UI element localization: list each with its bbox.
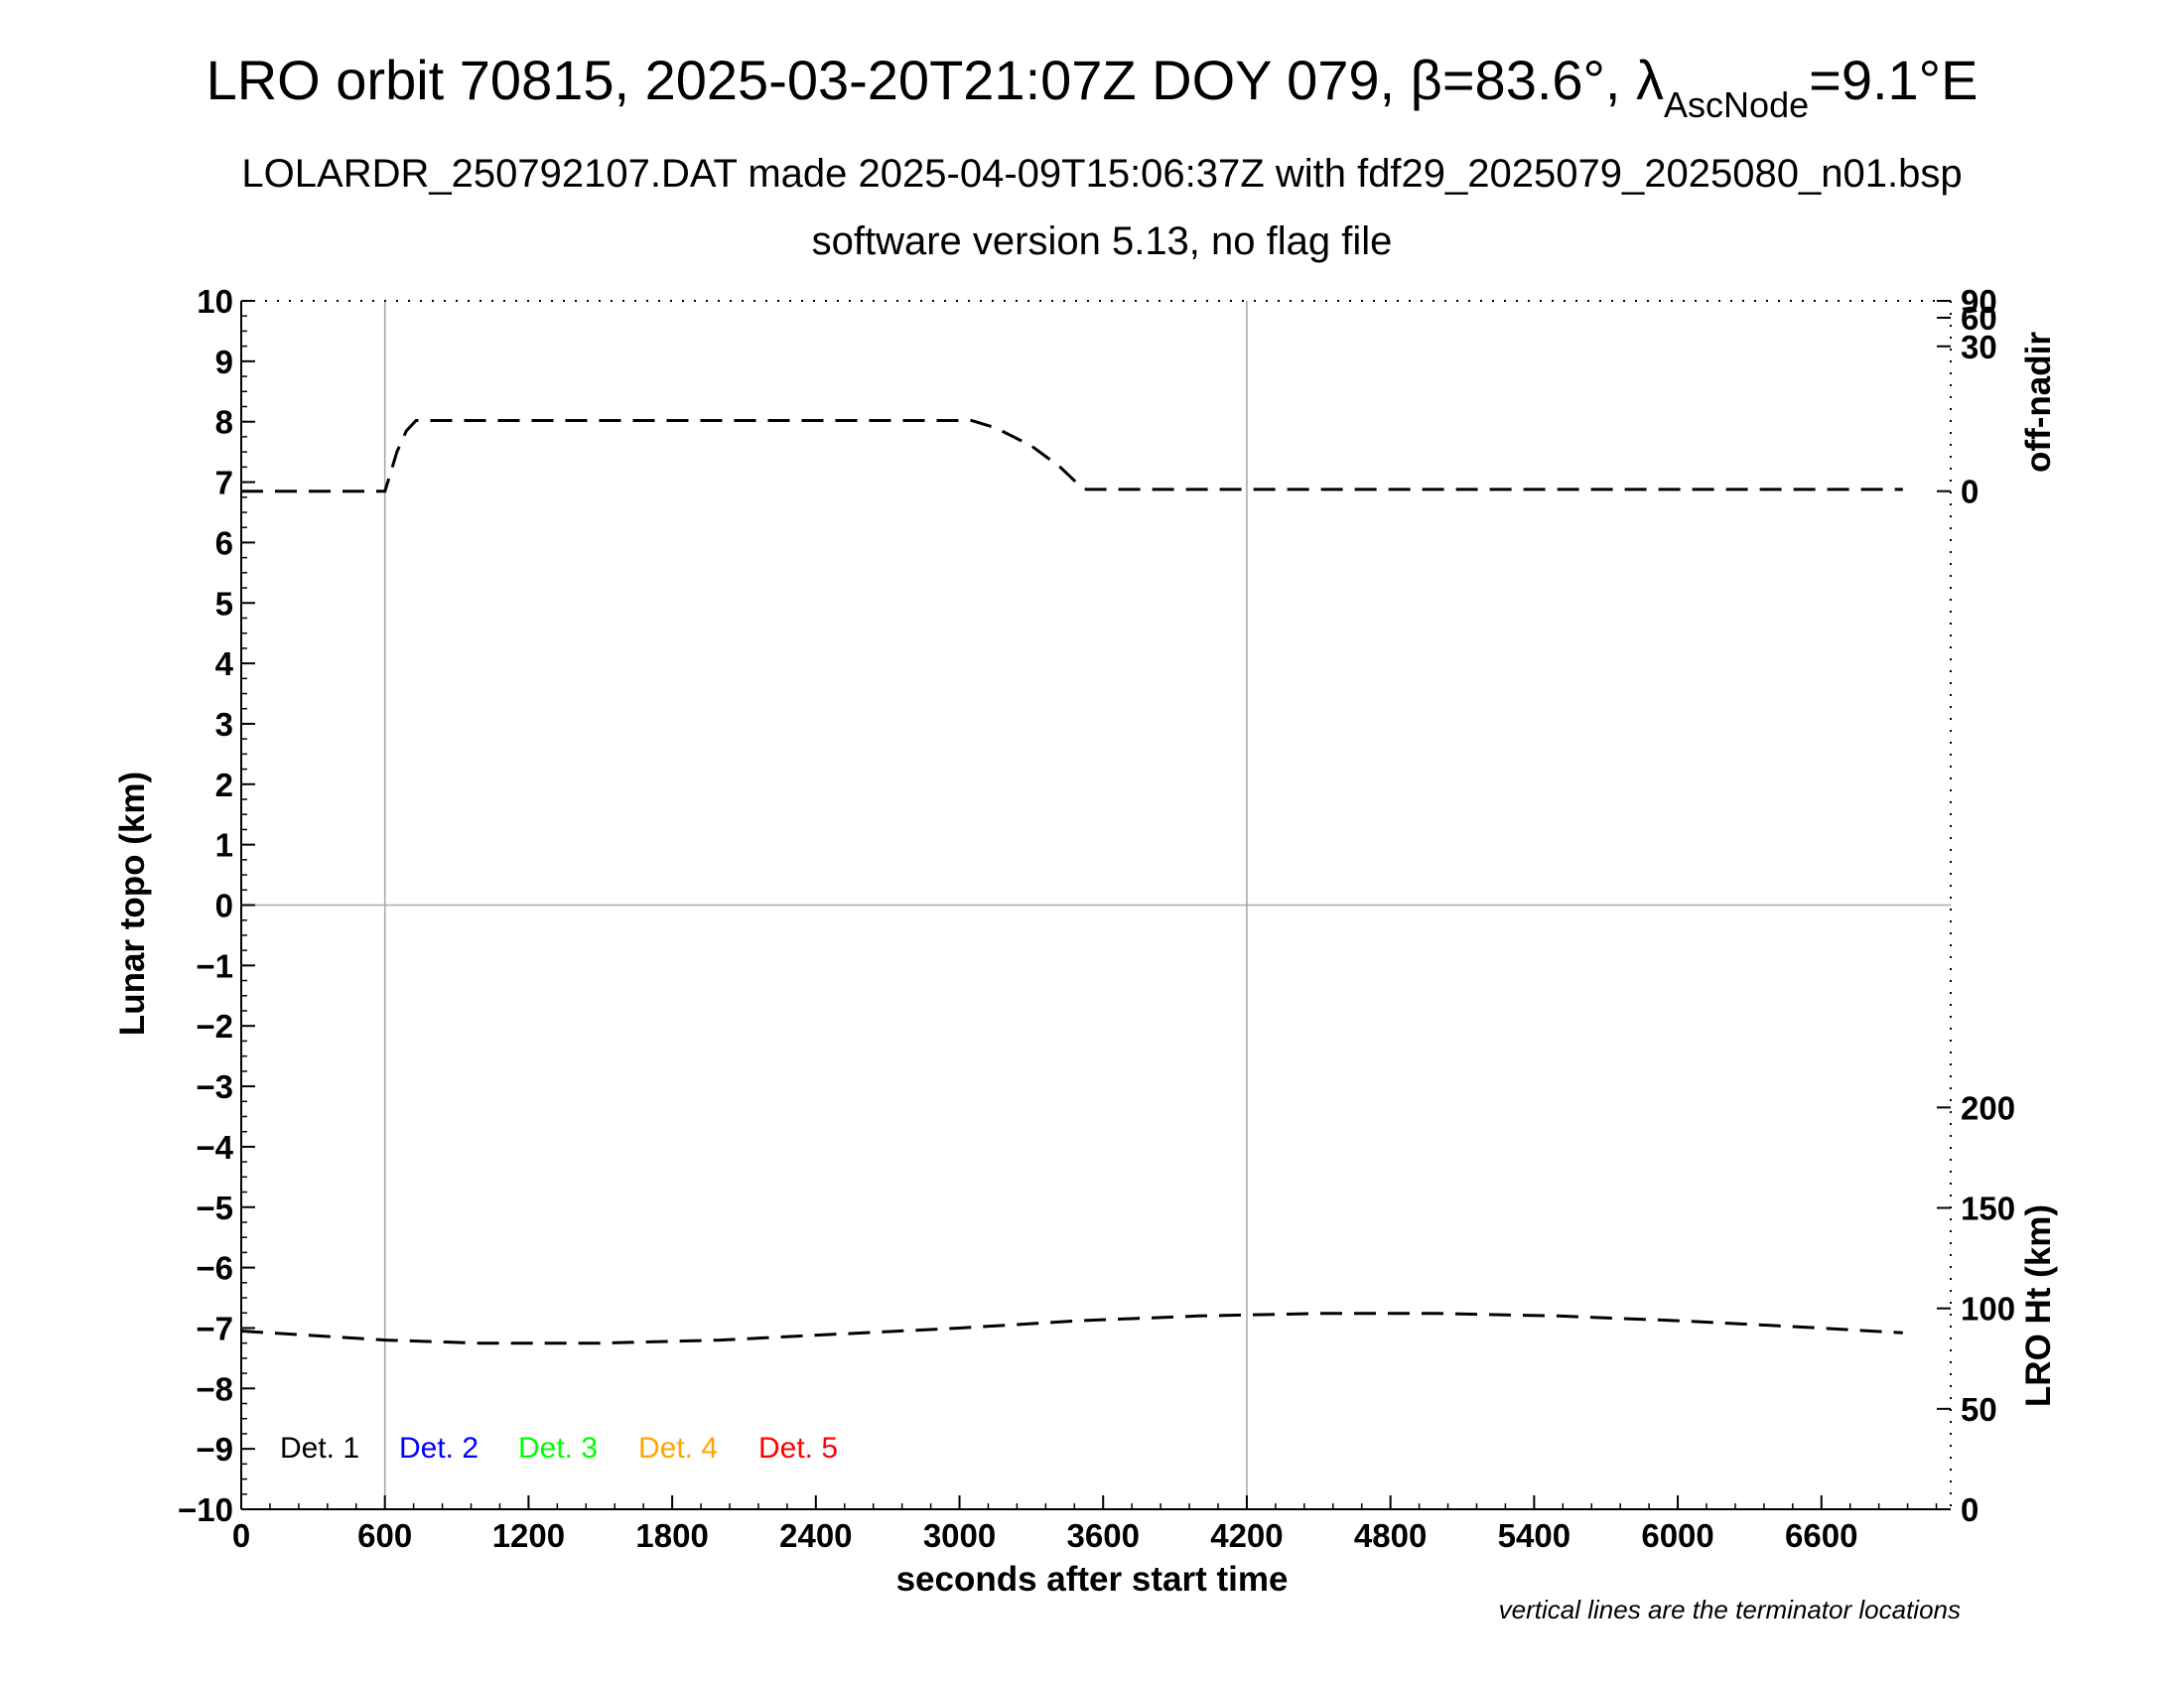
- y-tick-label: −10: [178, 1491, 233, 1528]
- footnote: vertical lines are the terminator locati…: [1499, 1595, 1961, 1624]
- y-tick-label: −2: [196, 1008, 233, 1045]
- y-tick-label: −9: [196, 1431, 233, 1468]
- x-tick-label: 3000: [923, 1517, 996, 1554]
- off-nadir-axis-label: off-nadir: [2019, 332, 2058, 473]
- y-axis-label: Lunar topo (km): [113, 772, 152, 1036]
- legend-det-5: Det. 5: [758, 1432, 838, 1465]
- off-nadir-tick-label: 90: [1961, 283, 1997, 320]
- lro-ht-tick-label: 100: [1961, 1291, 2015, 1328]
- lro-ht-tick-label: 50: [1961, 1391, 1997, 1428]
- off-nadir-tick-label: 0: [1961, 474, 1979, 510]
- y-tick-label: 0: [215, 888, 233, 924]
- lro-ht-axis-label: LRO Ht (km): [2019, 1204, 2058, 1407]
- legend-det-1: Det. 1: [280, 1432, 359, 1465]
- y-tick-label: 9: [215, 344, 233, 380]
- series-lro-ht: [240, 1312, 1903, 1345]
- x-tick-label: 6000: [1641, 1517, 1713, 1554]
- series-off-nadir: [241, 419, 1903, 493]
- y-tick-label: −1: [196, 947, 233, 984]
- x-tick-label: 2400: [779, 1517, 852, 1554]
- x-tick-label: 4800: [1354, 1517, 1427, 1554]
- y-tick-label: 5: [215, 585, 233, 622]
- off-nadir-tick-label: 60: [1961, 300, 1997, 337]
- y-tick-label: 7: [215, 465, 233, 501]
- x-tick-label: 6600: [1785, 1517, 1857, 1554]
- y-tick-label: 4: [215, 645, 234, 682]
- x-tick-label: 1800: [635, 1517, 708, 1554]
- x-tick-label: 5400: [1498, 1517, 1570, 1554]
- x-tick-label: 600: [357, 1517, 412, 1554]
- legend-det-2: Det. 2: [399, 1432, 478, 1465]
- lro-ht-tick-label: 200: [1961, 1089, 2015, 1126]
- y-tick-label: −7: [196, 1310, 233, 1346]
- x-tick-label: 0: [232, 1517, 250, 1554]
- y-tick-label: 8: [215, 404, 233, 441]
- y-tick-label: −6: [196, 1250, 233, 1287]
- chart-title: LRO orbit 70815, 2025-03-20T21:07Z DOY 0…: [206, 49, 1979, 125]
- off-nadir-tick-label: 30: [1961, 329, 1997, 365]
- y-tick-label: 6: [215, 524, 233, 561]
- y-tick-label: 2: [215, 767, 233, 803]
- y-tick-label: 1: [215, 827, 233, 864]
- y-tick-label: −8: [196, 1370, 233, 1407]
- plot-grid: [241, 301, 1951, 1509]
- legend: Det. 1 Det. 2 Det. 3 Det. 4 Det. 5: [280, 1432, 838, 1465]
- y-tick-label: 3: [215, 706, 233, 743]
- chart-subtitle-1: LOLARDR_250792107.DAT made 2025-04-09T15…: [241, 152, 1962, 196]
- lro-ht-tick-label: 0: [1961, 1491, 1979, 1528]
- legend-det-4: Det. 4: [638, 1432, 718, 1465]
- chart-subtitle-2: software version 5.13, no flag file: [812, 219, 1393, 263]
- lro-ht-tick-label: 150: [1961, 1191, 2015, 1227]
- legend-det-3: Det. 3: [518, 1432, 598, 1465]
- y-tick-label: −5: [196, 1190, 233, 1226]
- x-axis-ticks: 0 600 1200 1800 2400 3000 3600 4200 4800 5400 6000…: [232, 1495, 1938, 1554]
- y-tick-label: −3: [196, 1068, 233, 1105]
- series-layer: [240, 419, 1903, 1345]
- x-tick-label: 4200: [1210, 1517, 1283, 1554]
- x-axis-label: seconds after start time: [896, 1560, 1289, 1599]
- x-tick-label: 3600: [1067, 1517, 1140, 1554]
- y-tick-label: −4: [196, 1129, 233, 1166]
- x-tick-label: 1200: [492, 1517, 565, 1554]
- y-tick-label: 10: [197, 283, 233, 320]
